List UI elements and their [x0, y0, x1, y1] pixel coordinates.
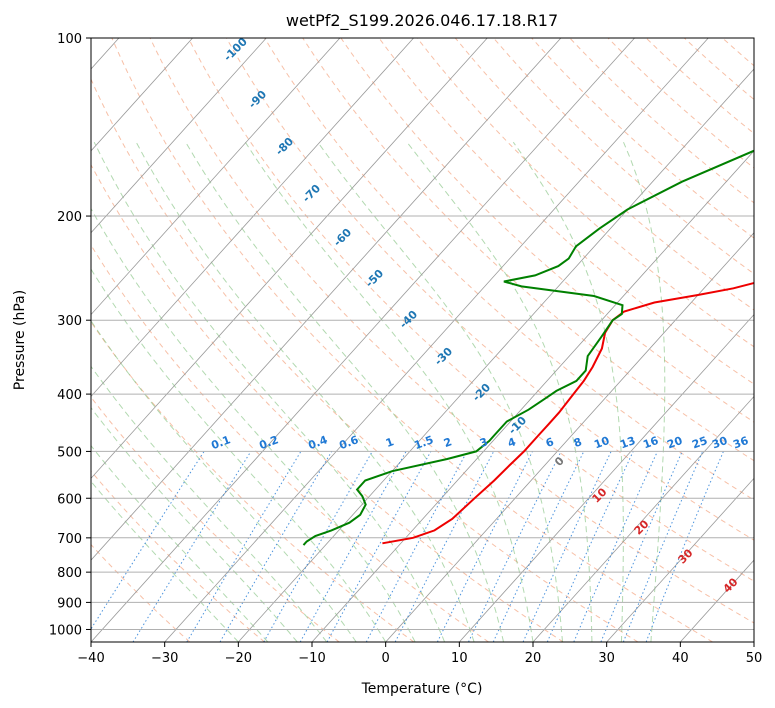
mixing-ratio-label: 2 — [442, 435, 454, 450]
isotherm — [532, 395, 754, 642]
x-tick-label: 50 — [746, 651, 763, 666]
mixing-ratio-label: 0.4 — [306, 433, 329, 452]
y-axis-title: Pressure (hPa) — [12, 290, 28, 390]
isotherm — [164, 38, 709, 642]
y-axis: 100 200 300 400 500 600 700 800 900 1000 — [49, 32, 91, 638]
x-tick-label: −20 — [225, 651, 252, 666]
mixing-ratio-label: 4 — [506, 435, 518, 450]
mixing-ratio-label: 1 — [384, 435, 396, 450]
y-tick-label: 400 — [57, 388, 82, 403]
dry-adiabat — [91, 78, 639, 642]
isotherm — [91, 38, 635, 642]
isotherm — [91, 38, 414, 398]
x-tick-label: 20 — [525, 651, 542, 666]
y-tick-label: 700 — [57, 532, 82, 547]
plot-background — [91, 38, 754, 642]
x-tick-label: 0 — [382, 651, 390, 666]
mixing-ratio-label: 0.2 — [257, 433, 280, 452]
mixing-ratio-label: 10 — [592, 434, 611, 452]
mixing-ratio-label: 30 — [710, 434, 729, 452]
mixing-ratio-line — [299, 451, 407, 642]
dry-adiabat — [225, 38, 754, 541]
y-tick-label: 100 — [57, 32, 82, 47]
mixing-ratio-label: 0.6 — [337, 433, 360, 452]
dry-adiabat — [302, 38, 754, 462]
dry-adiabat — [111, 38, 713, 642]
isotherm — [606, 477, 754, 642]
mixing-ratio-line — [436, 451, 533, 642]
mixing-ratio-label: 25 — [690, 434, 709, 451]
grid-lines — [91, 38, 754, 642]
dry-adiabat — [91, 244, 489, 642]
mixing-ratio-label: 1.5 — [412, 433, 435, 452]
mixing-ratio-label: 3 — [478, 435, 490, 450]
isotherm — [91, 38, 193, 152]
mixing-ratio-line — [263, 451, 373, 642]
dry-adiabat — [149, 38, 754, 624]
mixing-ratio-label: 36 — [731, 434, 750, 452]
isotherm — [91, 38, 488, 479]
mixing-ratio-line — [622, 451, 704, 642]
profile-line-1 — [302, 149, 754, 546]
isotherm — [459, 313, 754, 642]
series-lines — [302, 149, 754, 546]
plot-frame — [90, 37, 755, 643]
x-tick-label: 30 — [598, 651, 615, 666]
isotherm — [385, 232, 754, 642]
chart-title: wetPf2_S199.2026.046.17.18.R17 — [286, 11, 558, 31]
y-tick-label: 200 — [57, 210, 82, 225]
x-tick-label: −40 — [77, 651, 104, 666]
mixing-ratio-line — [645, 451, 724, 642]
y-tick-label: 300 — [57, 314, 82, 329]
mixing-ratio-line — [326, 451, 432, 642]
x-tick-label: −10 — [298, 651, 325, 666]
mixing-ratio-label: 13 — [618, 434, 637, 451]
x-tick-label: −30 — [151, 651, 178, 666]
x-axis-title: Temperature (°C) — [361, 681, 483, 697]
y-tick-label: 900 — [57, 596, 82, 611]
dry-adiabat — [187, 38, 754, 582]
y-tick-label: 600 — [57, 492, 82, 507]
dry-adiabat — [91, 163, 564, 642]
isotherm — [311, 150, 754, 642]
x-tick-label: 40 — [672, 651, 689, 666]
x-tick-label: 10 — [451, 651, 468, 666]
isotherm — [91, 38, 562, 561]
mixing-ratio-label: 8 — [572, 435, 584, 450]
isotherm — [238, 68, 754, 642]
mixing-ratio-line — [132, 451, 252, 642]
y-tick-label: 500 — [57, 445, 82, 460]
mixing-ratio-line — [546, 451, 634, 642]
isotherm — [753, 641, 754, 642]
mixing-ratio-line — [573, 451, 658, 642]
isotherm — [91, 38, 341, 316]
y-tick-label: 800 — [57, 566, 82, 581]
isotherm — [91, 38, 267, 234]
mixing-ratio-line — [91, 451, 205, 630]
mixing-ratio-label: 0.1 — [209, 433, 232, 452]
mixing-ratio-line — [600, 451, 683, 642]
dry-adiabat — [91, 470, 265, 642]
mixing-ratio-label: 16 — [641, 434, 660, 452]
mixing-ratio-label: 20 — [665, 434, 684, 452]
profile-line-0 — [382, 281, 754, 545]
mixing-ratio-label: 6 — [544, 435, 556, 450]
dry-adiabat — [264, 38, 754, 501]
x-axis: −40 −30 −20 −10 0 10 20 30 40 50 — [77, 642, 762, 666]
dry-adiabat — [416, 38, 754, 348]
y-tick-label: 1000 — [49, 623, 82, 638]
